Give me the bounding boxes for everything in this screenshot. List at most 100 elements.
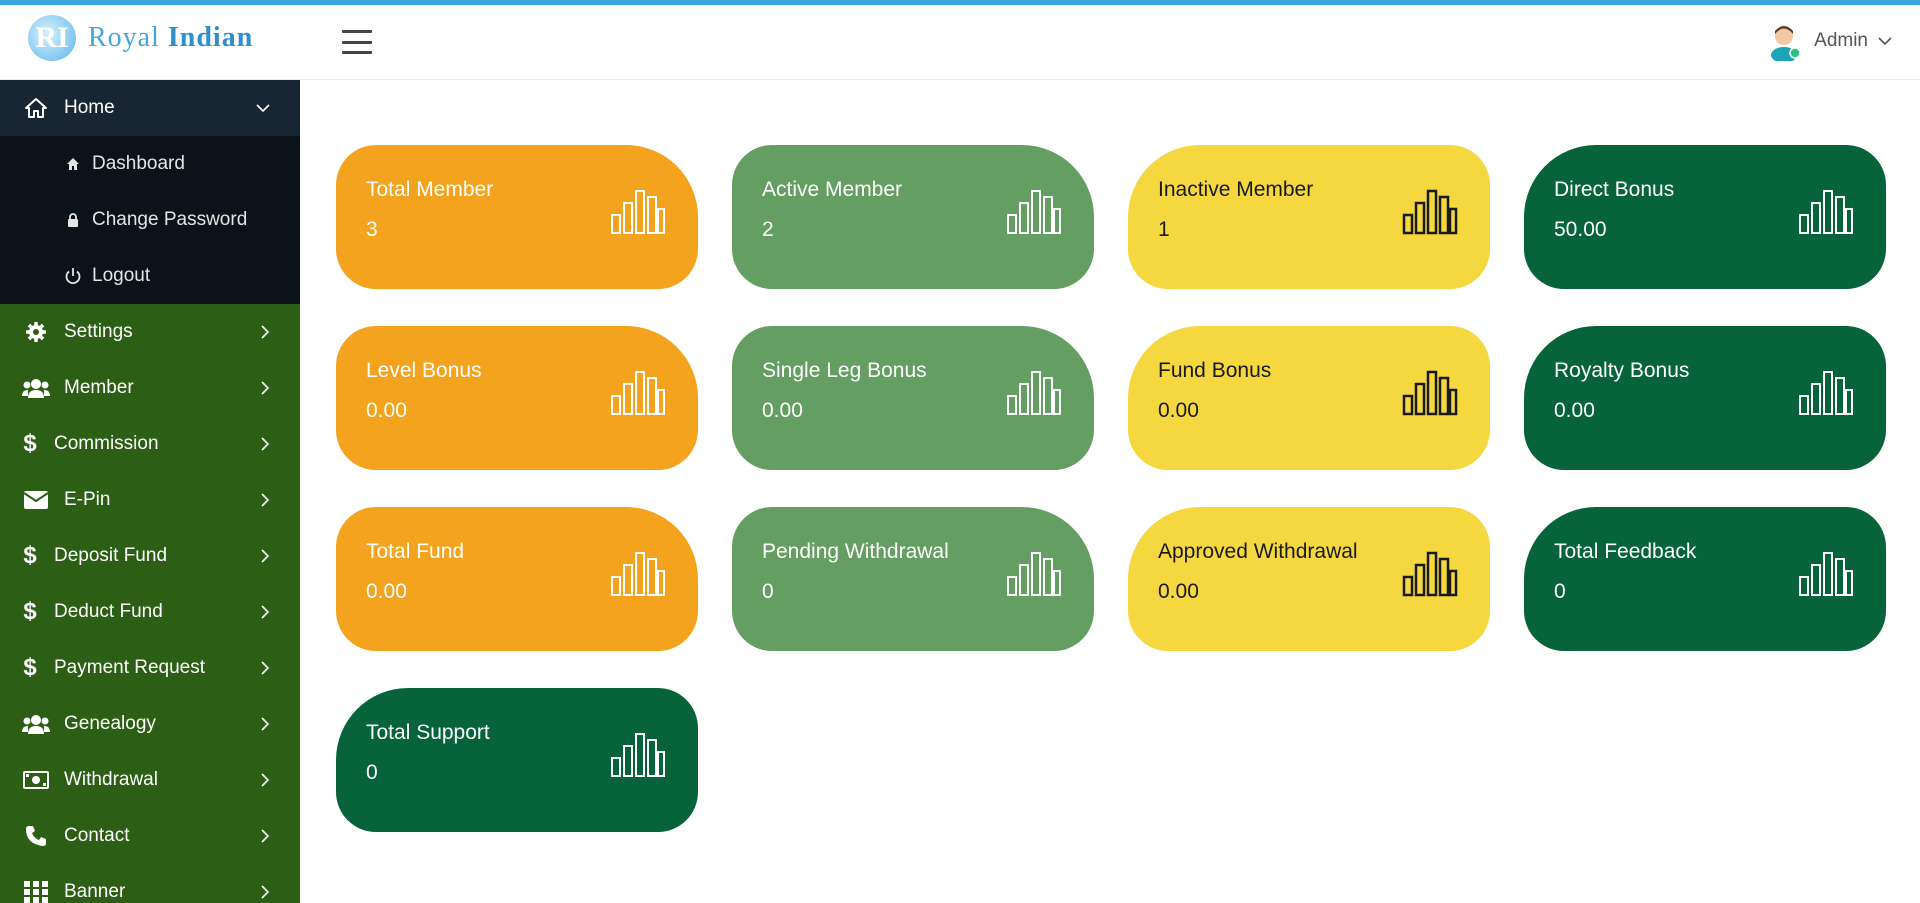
card-value: 0.00 bbox=[366, 580, 407, 603]
menu-toggle-icon[interactable] bbox=[342, 30, 372, 54]
user-menu[interactable]: Admin bbox=[1764, 19, 1892, 63]
sidebar-item-label: Genealogy bbox=[64, 713, 156, 734]
sidebar-item-contact[interactable]: Contact bbox=[0, 808, 300, 864]
sidebar-item-label: Logout bbox=[92, 265, 151, 286]
sidebar-item-e-pin[interactable]: E-Pin bbox=[0, 472, 300, 528]
sidebar-item-settings[interactable]: Settings bbox=[0, 304, 300, 360]
sidebar-item-label: Banner bbox=[64, 881, 126, 902]
stat-card-approved-withdrawal[interactable]: Approved Withdrawal 0.00 bbox=[1128, 507, 1490, 651]
bar-chart-icon bbox=[1799, 552, 1853, 596]
bar-chart-icon bbox=[1007, 371, 1061, 415]
chevron-right-icon bbox=[261, 605, 270, 619]
sidebar-item-label: Commission bbox=[54, 433, 159, 454]
sidebar-item-commission[interactable]: $ Commission bbox=[0, 416, 300, 472]
stat-card-royalty-bonus[interactable]: Royalty Bonus 0.00 bbox=[1524, 326, 1886, 470]
money-icon bbox=[22, 771, 50, 789]
chevron-right-icon bbox=[261, 885, 270, 899]
avatar bbox=[1771, 26, 1801, 61]
chevron-right-icon bbox=[261, 549, 270, 563]
chevron-right-icon bbox=[261, 661, 270, 675]
card-title: Active Member bbox=[762, 178, 903, 201]
brand-name-part1: Royal bbox=[88, 22, 160, 53]
card-value: 0.00 bbox=[1158, 580, 1199, 603]
card-title: Single Leg Bonus bbox=[762, 359, 927, 382]
sidebar-item-dashboard[interactable]: Dashboard bbox=[0, 136, 300, 192]
sidebar-item-deduct-fund[interactable]: $ Deduct Fund bbox=[0, 584, 300, 640]
brand-name-part2: Indian bbox=[167, 22, 254, 53]
card-value: 0.00 bbox=[1158, 399, 1199, 422]
stat-card-pending-withdrawal[interactable]: Pending Withdrawal 0 bbox=[732, 507, 1094, 651]
bar-chart-icon bbox=[1799, 190, 1853, 234]
dollar-icon: $ bbox=[23, 430, 37, 457]
chevron-right-icon bbox=[261, 773, 270, 787]
stat-card-level-bonus[interactable]: Level Bonus 0.00 bbox=[336, 326, 698, 470]
bar-chart-icon bbox=[611, 552, 665, 596]
stat-card-total-feedback[interactable]: Total Feedback 0 bbox=[1524, 507, 1886, 651]
sidebar-item-logout[interactable]: Logout bbox=[0, 248, 300, 304]
card-title: Total Member bbox=[366, 178, 494, 201]
chevron-down-icon bbox=[1878, 37, 1892, 46]
chevron-right-icon bbox=[261, 493, 270, 507]
stat-card-direct-bonus[interactable]: Direct Bonus 50.00 bbox=[1524, 145, 1886, 289]
sidebar-item-label: Member bbox=[64, 377, 134, 398]
home-icon bbox=[64, 157, 82, 171]
stat-card-total-support[interactable]: Total Support 0 bbox=[336, 688, 698, 832]
brand-name: Royal Indian bbox=[88, 22, 253, 54]
sidebar: Home Dashboard Change Password Logout Se… bbox=[0, 80, 300, 903]
stat-card-single-leg-bonus[interactable]: Single Leg Bonus 0.00 bbox=[732, 326, 1094, 470]
sidebar-item-genealogy[interactable]: Genealogy bbox=[0, 696, 300, 752]
bar-chart-icon bbox=[611, 190, 665, 234]
sidebar-item-banner[interactable]: Banner bbox=[0, 864, 300, 903]
bar-chart-icon bbox=[1402, 189, 1458, 235]
bar-chart-icon bbox=[1402, 551, 1458, 597]
top-accent-bar bbox=[0, 0, 1920, 5]
card-value: 0.00 bbox=[1554, 399, 1595, 422]
card-value: 0 bbox=[366, 761, 378, 784]
bar-chart-icon bbox=[1402, 370, 1458, 416]
stat-card-total-fund[interactable]: Total Fund 0.00 bbox=[336, 507, 698, 651]
bar-chart-icon bbox=[1007, 552, 1061, 596]
sidebar-item-home[interactable]: Home bbox=[0, 80, 300, 136]
dollar-icon: $ bbox=[23, 654, 37, 681]
bar-chart-icon bbox=[1799, 371, 1853, 415]
sidebar-submenu: Dashboard Change Password Logout bbox=[0, 136, 300, 304]
users-icon bbox=[22, 713, 50, 735]
sidebar-item-payment-request[interactable]: $ Payment Request bbox=[0, 640, 300, 696]
power-icon bbox=[64, 267, 82, 285]
sidebar-item-change-password[interactable]: Change Password bbox=[0, 192, 300, 248]
card-value: 0 bbox=[1554, 580, 1566, 603]
sidebar-item-label: Contact bbox=[64, 825, 130, 846]
stat-card-total-member[interactable]: Total Member 3 bbox=[336, 145, 698, 289]
card-title: Pending Withdrawal bbox=[762, 540, 949, 563]
card-value: 1 bbox=[1158, 218, 1170, 241]
stat-card-fund-bonus[interactable]: Fund Bonus 0.00 bbox=[1128, 326, 1490, 470]
card-value: 0 bbox=[762, 580, 774, 603]
user-name: Admin bbox=[1814, 30, 1868, 51]
chevron-right-icon bbox=[261, 829, 270, 843]
chevron-down-icon bbox=[256, 104, 270, 113]
sidebar-item-label: Settings bbox=[64, 321, 133, 342]
sidebar-item-label: Dashboard bbox=[92, 153, 185, 174]
card-title: Total Fund bbox=[366, 540, 465, 563]
dollar-icon: $ bbox=[23, 542, 37, 569]
bar-chart-icon bbox=[1007, 190, 1061, 234]
card-title: Inactive Member bbox=[1158, 178, 1314, 201]
chevron-right-icon bbox=[261, 381, 270, 395]
card-title: Level Bonus bbox=[366, 359, 482, 382]
bar-chart-icon bbox=[611, 733, 665, 777]
phone-icon bbox=[22, 825, 50, 847]
dollar-icon: $ bbox=[23, 598, 37, 625]
brand-logo[interactable]: RI Royal Indian bbox=[28, 13, 253, 63]
card-value: 0.00 bbox=[366, 399, 407, 422]
card-title: Fund Bonus bbox=[1158, 359, 1272, 382]
sidebar-item-deposit-fund[interactable]: $ Deposit Fund bbox=[0, 528, 300, 584]
card-value: 0.00 bbox=[762, 399, 803, 422]
stat-card-inactive-member[interactable]: Inactive Member 1 bbox=[1128, 145, 1490, 289]
sidebar-item-label: Home bbox=[64, 97, 115, 118]
home-icon bbox=[22, 97, 50, 119]
sidebar-item-member[interactable]: Member bbox=[0, 360, 300, 416]
sidebar-item-label: Deduct Fund bbox=[54, 601, 163, 622]
sidebar-item-withdrawal[interactable]: Withdrawal bbox=[0, 752, 300, 808]
sidebar-item-label: E-Pin bbox=[64, 489, 111, 510]
stat-card-active-member[interactable]: Active Member 2 bbox=[732, 145, 1094, 289]
